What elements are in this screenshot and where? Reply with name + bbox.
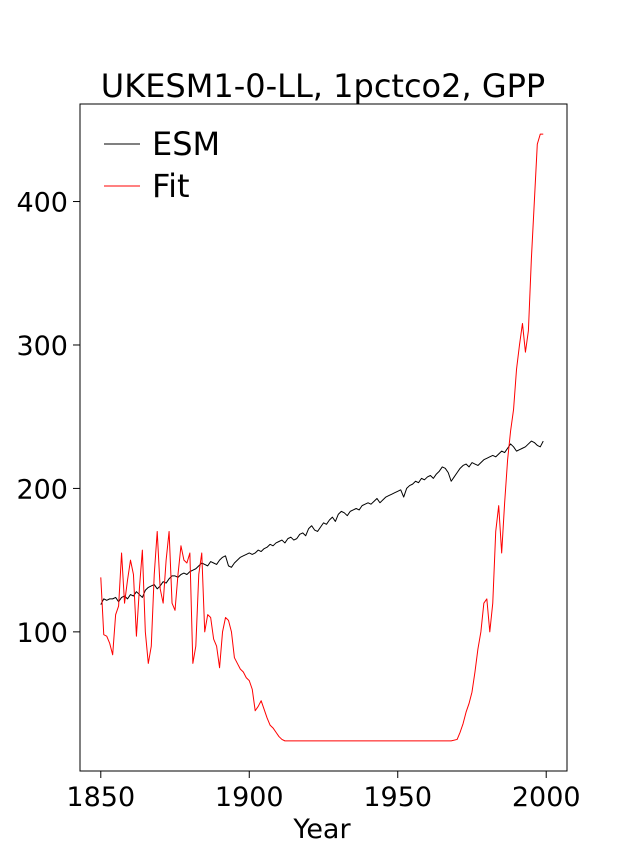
y-tick-label: 200 bbox=[16, 474, 68, 505]
x-axis-label: Year bbox=[292, 814, 351, 845]
x-tick-label: 1850 bbox=[66, 782, 135, 813]
axes-frame bbox=[79, 103, 568, 772]
series-line-fit bbox=[100, 133, 544, 742]
series-line-esm bbox=[100, 440, 544, 605]
legend: ESM Fit bbox=[104, 125, 220, 205]
plot-area bbox=[79, 103, 568, 772]
y-tick-label: 300 bbox=[16, 331, 68, 362]
x-tick-label: 2000 bbox=[512, 782, 581, 813]
x-axis: 1850 1900 1950 2000 bbox=[66, 771, 581, 813]
legend-label-esm: ESM bbox=[152, 125, 220, 163]
series-layer bbox=[100, 133, 544, 742]
x-tick-label: 1950 bbox=[363, 782, 432, 813]
y-axis: 100 200 300 400 bbox=[16, 188, 80, 649]
y-tick-label: 400 bbox=[16, 188, 68, 219]
chart-title: UKESM1-0-LL, 1pctco2, GPP bbox=[101, 67, 545, 105]
legend-label-fit: Fit bbox=[152, 167, 190, 205]
y-tick-label: 100 bbox=[16, 618, 68, 649]
x-tick-label: 1900 bbox=[215, 782, 284, 813]
